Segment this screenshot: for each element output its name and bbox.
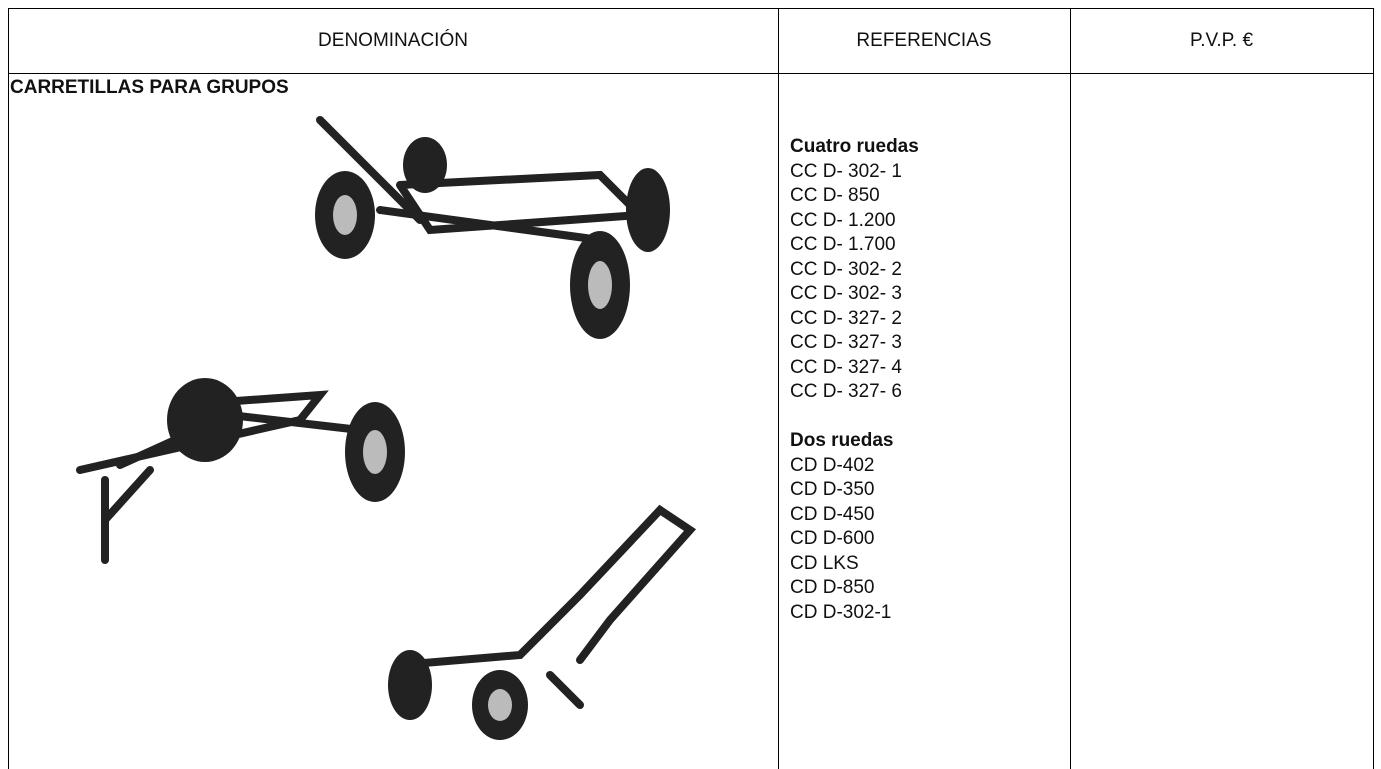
group-heading: Dos ruedas bbox=[790, 430, 894, 451]
border bbox=[8, 8, 1374, 9]
reference: CD LKS bbox=[790, 552, 859, 574]
reference: CD D-850 bbox=[790, 577, 875, 598]
reference: CC D- 302- 1 bbox=[790, 160, 902, 182]
section-title: CARRETILLAS PARA GRUPOS bbox=[10, 77, 289, 98]
border bbox=[778, 8, 779, 769]
reference: CC D- 850 bbox=[790, 185, 880, 206]
reference: CD D-450 bbox=[790, 503, 875, 525]
reference: CD D-350 bbox=[790, 479, 875, 500]
reference: CC D- 1.200 bbox=[790, 209, 896, 231]
cart-illustrations bbox=[76, 116, 697, 740]
column-header: DENOMINACIÓN bbox=[318, 30, 468, 51]
reference: CC D- 327- 3 bbox=[790, 332, 902, 353]
reference: CC D- 1.700 bbox=[790, 234, 896, 255]
reference: CD D-302-1 bbox=[790, 601, 892, 623]
reference: CD D-600 bbox=[790, 528, 875, 549]
border bbox=[8, 8, 9, 769]
reference: CC D- 302- 2 bbox=[790, 258, 902, 280]
group-heading: Cuatro ruedas bbox=[790, 136, 919, 157]
reference: CC D- 327- 4 bbox=[790, 356, 902, 378]
reference: CC D- 327- 6 bbox=[790, 381, 902, 402]
border bbox=[1373, 8, 1374, 769]
border bbox=[1070, 8, 1071, 769]
column-header: P.V.P. € bbox=[1189, 30, 1254, 51]
reference: CC D- 302- 3 bbox=[790, 283, 902, 304]
reference: CC D- 327- 2 bbox=[790, 307, 902, 329]
border bbox=[8, 73, 1374, 74]
column-header: REFERENCIAS bbox=[856, 30, 992, 51]
reference: CD D-402 bbox=[790, 454, 875, 476]
